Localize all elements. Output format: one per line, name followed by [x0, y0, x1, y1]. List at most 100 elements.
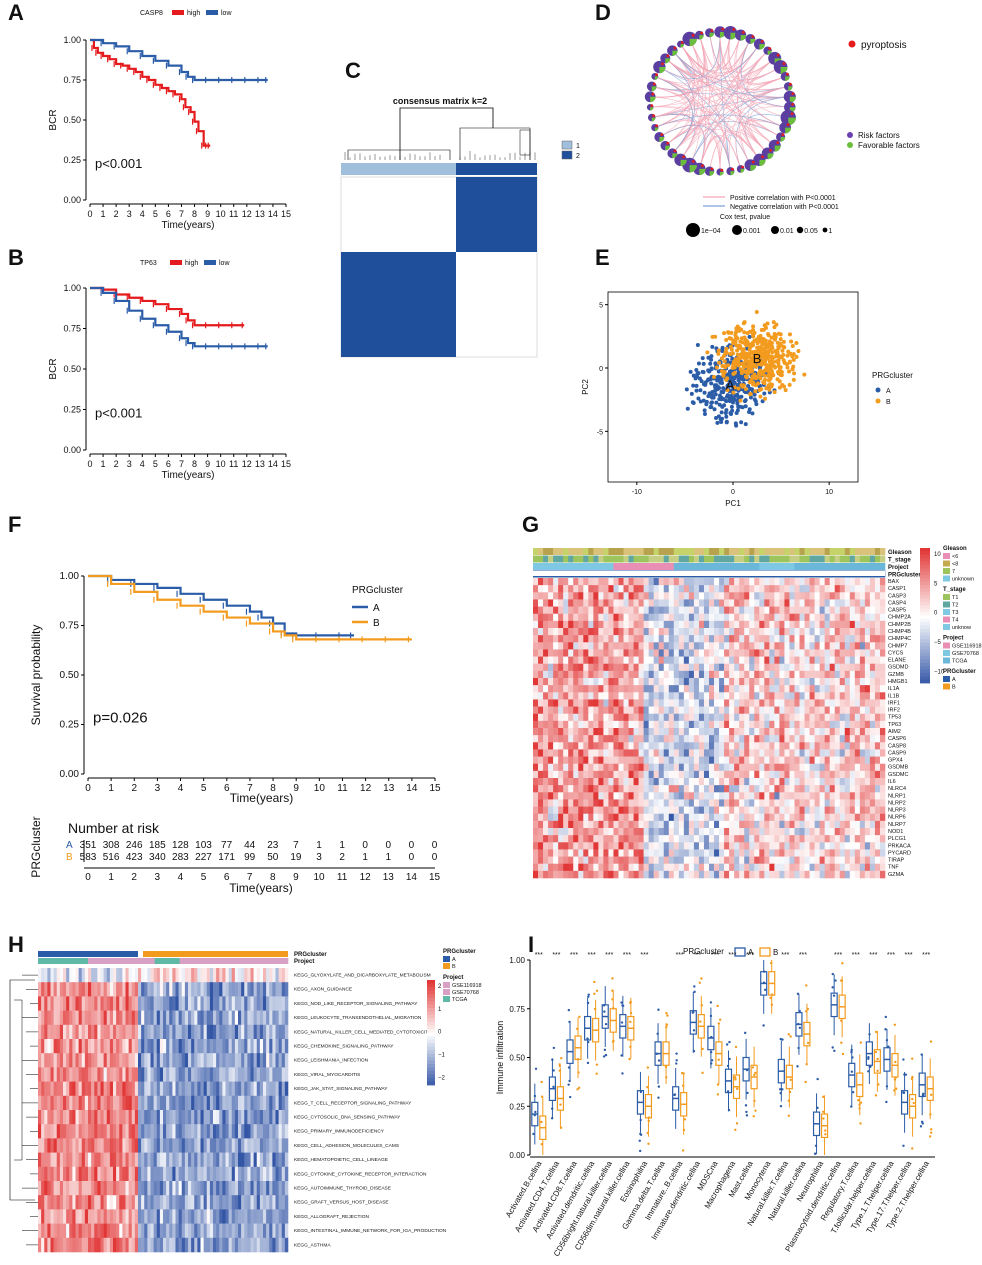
heatmap-cell	[668, 742, 675, 750]
heatmap-cell	[849, 635, 856, 643]
heatmap-cell	[739, 749, 745, 757]
heatmap-cell	[553, 728, 559, 736]
heatmap-cell	[709, 628, 715, 636]
heatmap-cell	[648, 849, 654, 857]
heatmap-cell	[774, 656, 780, 665]
heatmap-cell	[583, 620, 589, 629]
heatmap-cell	[558, 813, 564, 822]
heatmap-cell	[648, 828, 654, 836]
heatmap-cell	[703, 728, 710, 736]
heatmap-cell	[683, 585, 690, 593]
heatmap-cell	[829, 606, 836, 615]
heatmap-cell	[588, 842, 594, 850]
annotation-cell	[719, 563, 725, 570]
point-a	[685, 406, 690, 411]
heatmap-cell	[553, 642, 559, 650]
heatmap-cell	[769, 778, 775, 786]
heatmap-cell	[533, 820, 539, 829]
heatmap-cell	[608, 770, 614, 779]
heatmap-cell	[603, 728, 609, 736]
heatmap-cell	[116, 968, 120, 983]
correlation-edge	[739, 58, 775, 166]
x-tick-label: 4	[140, 209, 145, 219]
heatmap-cell	[814, 713, 820, 722]
heatmap-cell	[618, 763, 624, 772]
annotation-cell	[849, 548, 856, 555]
heatmap-cell	[533, 828, 539, 836]
heatmap-cell	[799, 842, 805, 850]
heatmap-cell	[668, 585, 675, 593]
heatmap-cell	[754, 592, 760, 600]
heatmap-cell	[588, 835, 594, 843]
heatmap-cell	[759, 692, 765, 700]
heatmap-cell	[794, 685, 800, 693]
heatmap-cell	[643, 856, 649, 865]
annotation-cell	[603, 563, 609, 570]
heatmap-cell	[553, 620, 559, 629]
heatmap-cell	[734, 728, 740, 736]
heatmap-cell	[834, 599, 841, 607]
heatmap-cell	[879, 692, 886, 700]
heatmap-cell	[558, 863, 564, 872]
point-b	[738, 339, 743, 344]
annotation-cell	[638, 555, 644, 563]
heatmap-cell	[784, 792, 790, 800]
heatmap-cell	[668, 785, 675, 793]
heatmap-cell	[658, 806, 665, 815]
point-b	[766, 350, 771, 355]
heatmap-cell	[764, 806, 770, 815]
heatmap-cell	[849, 670, 856, 679]
heatmap-cell	[693, 606, 700, 615]
point-b	[740, 350, 745, 355]
heatmap-cell	[548, 663, 554, 672]
heatmap-cell	[764, 678, 770, 686]
heatmap-cell	[543, 728, 549, 736]
heatmap-cell	[663, 856, 670, 865]
heatmap-cell	[819, 613, 825, 622]
heatmap-cell	[839, 685, 846, 693]
heatmap-cell	[543, 606, 549, 615]
heatmap-cell	[849, 642, 856, 650]
heatmap-cell	[603, 870, 609, 879]
heatmap-cell	[125, 982, 129, 997]
risk-value: 50	[267, 852, 279, 863]
heatmap-cell	[719, 835, 725, 843]
heatmap-cell	[724, 685, 730, 693]
heatmap-cell	[543, 663, 549, 672]
annotation-cell	[739, 555, 745, 563]
heatmap-cell	[178, 982, 183, 997]
heatmap-cell	[774, 649, 780, 657]
heatmap-cell	[678, 599, 685, 607]
heatmap-cell	[724, 613, 730, 622]
heatmap-cell	[693, 835, 700, 843]
point-b	[787, 369, 792, 374]
point-a	[709, 381, 714, 386]
heatmap-cell	[209, 968, 214, 983]
gene-node-wedge	[699, 168, 706, 176]
point-b	[739, 371, 744, 376]
heatmap-cell	[553, 706, 559, 715]
heatmap-cell	[754, 613, 760, 622]
heatmap-cell	[683, 592, 690, 600]
heatmap-cell	[583, 592, 589, 600]
heatmap-cell	[131, 968, 136, 983]
heatmap-cell	[824, 828, 830, 836]
heatmap-cell	[859, 785, 866, 793]
pyroptosis-dot	[721, 27, 725, 31]
heatmap-cell	[774, 692, 780, 700]
risk-value: 0	[409, 852, 415, 863]
heatmap-cell	[658, 706, 665, 715]
heatmap-cell	[784, 856, 790, 865]
heatmap-cell	[854, 620, 861, 629]
heatmap-cell	[703, 620, 710, 629]
heatmap-cell	[854, 813, 861, 822]
annotation-project-cell	[104, 958, 110, 964]
heatmap-cell	[548, 820, 554, 829]
heatmap-cell	[633, 728, 639, 736]
heatmap-cell	[739, 863, 745, 872]
gene-node-wedge	[785, 127, 792, 134]
heatmap-cell	[844, 635, 851, 643]
heatmap-cell	[879, 763, 886, 772]
heatmap-cell	[683, 728, 690, 736]
heatmap-cell	[819, 756, 825, 765]
